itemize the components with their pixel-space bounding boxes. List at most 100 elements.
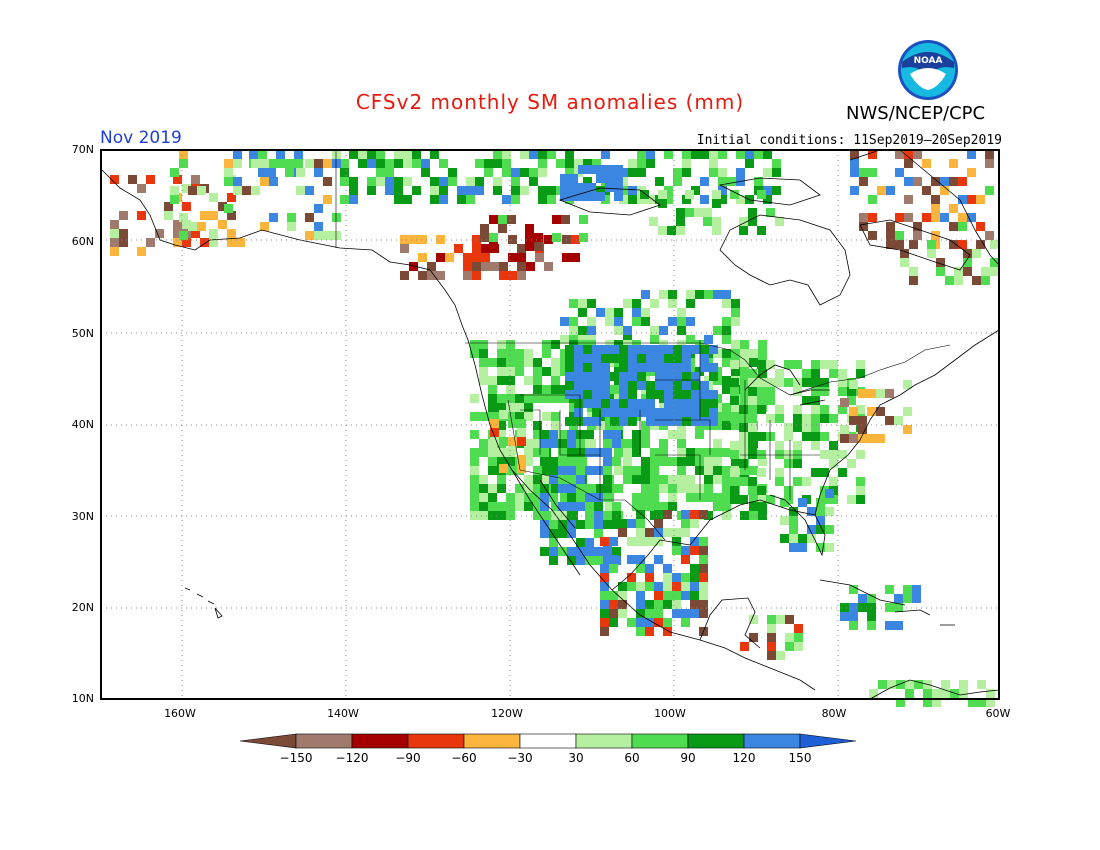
- anomaly-cell: [146, 238, 155, 247]
- legend-tick-label: 150: [788, 751, 812, 765]
- anomaly-cell: [533, 493, 542, 502]
- anomaly-cell: [583, 417, 592, 426]
- anomaly-cell: [868, 195, 877, 204]
- anomaly-cell: [592, 345, 601, 354]
- anomaly-cell: [549, 430, 558, 439]
- anomaly-cell: [655, 345, 664, 354]
- lat-label-10: 10N: [71, 692, 94, 705]
- anomaly-cell: [886, 222, 895, 231]
- anomaly-cell: [538, 186, 547, 195]
- anomaly-cell: [558, 466, 567, 475]
- anomaly-cell: [766, 360, 775, 369]
- lat-label-30: 30N: [71, 510, 94, 523]
- anomaly-cell: [525, 233, 534, 242]
- anomaly-cell: [959, 680, 968, 689]
- anomaly-cell: [636, 609, 645, 618]
- anomaly-cell: [659, 439, 668, 448]
- anomaly-cell: [524, 394, 533, 403]
- anomaly-cell: [533, 421, 542, 430]
- anomaly-cell: [170, 186, 179, 195]
- anomaly-cell: [547, 150, 556, 159]
- anomaly-cell: [490, 428, 499, 437]
- anomaly-cell: [936, 267, 945, 276]
- anomaly-cell: [603, 493, 612, 502]
- anomaly-cell: [749, 349, 758, 358]
- anomaly-cell: [900, 249, 909, 258]
- anomaly-cell: [646, 354, 655, 363]
- anomaly-cell: [677, 439, 686, 448]
- anomaly-cell: [704, 484, 713, 493]
- anomaly-cell: [682, 390, 691, 399]
- anomaly-cell: [601, 354, 610, 363]
- anomaly-cell: [668, 457, 677, 466]
- anomaly-cell: [780, 534, 789, 543]
- anomaly-cell: [587, 412, 596, 421]
- anomaly-cell: [695, 430, 704, 439]
- anomaly-cell: [224, 177, 233, 186]
- anomaly-cell: [673, 390, 682, 399]
- anomaly-cell: [641, 484, 650, 493]
- anomaly-cell: [754, 177, 763, 186]
- anomaly-cell: [909, 267, 918, 276]
- anomaly-cell: [349, 177, 358, 186]
- anomaly-cell: [655, 381, 664, 390]
- lon-label-100w: 100W: [654, 707, 686, 720]
- anomaly-cell: [686, 335, 695, 344]
- anomaly-cell: [748, 450, 757, 459]
- anomaly-cell: [484, 168, 493, 177]
- anomaly-cell: [628, 381, 637, 390]
- anomaly-cell: [600, 627, 609, 636]
- anomaly-cell: [488, 493, 497, 502]
- anomaly-cell: [560, 174, 569, 183]
- anomaly-cell: [894, 416, 903, 425]
- anomaly-cell: [949, 240, 958, 249]
- anomaly-cell: [749, 615, 758, 624]
- anomaly-cell: [650, 466, 659, 475]
- anomaly-cell: [740, 340, 749, 349]
- anomaly-cell: [690, 519, 699, 528]
- anomaly-cell: [463, 271, 472, 280]
- anomaly-cell: [489, 215, 498, 224]
- anomaly-cell: [691, 186, 700, 195]
- anomaly-cell: [551, 421, 560, 430]
- anomaly-cell: [922, 186, 931, 195]
- anomaly-cell: [940, 213, 949, 222]
- anomaly-cell: [569, 340, 578, 349]
- anomaly-cell: [524, 403, 533, 412]
- anomaly-cell: [758, 457, 767, 466]
- anomaly-cell: [709, 168, 718, 177]
- anomaly-cell: [659, 403, 668, 412]
- anomaly-cell: [936, 258, 945, 267]
- anomaly-cell: [722, 448, 731, 457]
- anomaly-cell: [534, 233, 543, 242]
- anomaly-cell: [949, 204, 958, 213]
- anomaly-cell: [470, 457, 479, 466]
- anomaly-cell: [718, 150, 727, 159]
- anomaly-cell: [605, 317, 614, 326]
- anomaly-cell: [209, 238, 218, 247]
- anomaly-cell: [583, 363, 592, 372]
- anomaly-cell: [560, 385, 569, 394]
- anomaly-cell: [515, 358, 524, 367]
- anomaly-cell: [242, 186, 251, 195]
- anomaly-cell: [676, 226, 685, 235]
- anomaly-cell: [305, 213, 314, 222]
- anomaly-cell: [650, 335, 659, 344]
- legend-tick-label: −30: [507, 751, 533, 765]
- anomaly-cell: [868, 168, 877, 177]
- anomaly-cell: [927, 240, 936, 249]
- anomaly-cell: [641, 317, 650, 326]
- anomaly-cell: [603, 556, 612, 565]
- anomaly-cell: [569, 183, 578, 192]
- anomaly-cell: [385, 186, 394, 195]
- legend-swatch: [519, 733, 577, 749]
- anomaly-cell: [394, 159, 403, 168]
- anomaly-cell: [885, 603, 894, 612]
- anomaly-cell: [677, 430, 686, 439]
- anomaly-cell: [945, 276, 954, 285]
- anomaly-cell: [739, 477, 748, 486]
- anomaly-cell: [506, 502, 515, 511]
- anomaly-cell: [603, 520, 612, 529]
- anomaly-cell: [619, 408, 628, 417]
- anomaly-cell: [472, 253, 481, 262]
